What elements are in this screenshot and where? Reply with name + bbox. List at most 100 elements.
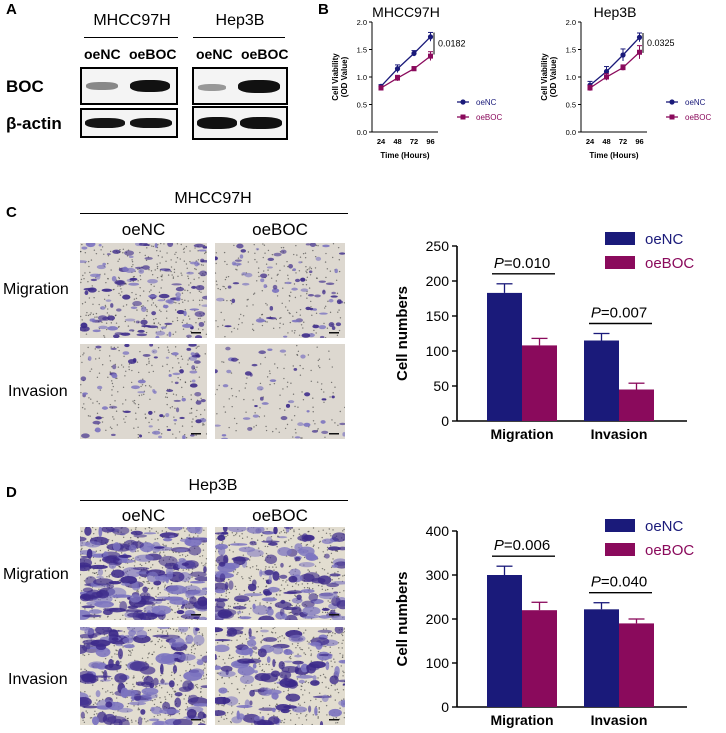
scale-bar: [191, 614, 201, 616]
panel-d-divider: [80, 500, 348, 501]
x-tick-label: Migration: [491, 426, 554, 442]
y-tick-label: 0.0: [566, 128, 576, 137]
panel-c-title: MHCC97H: [174, 190, 252, 207]
y-tick-label: 0: [441, 699, 449, 715]
legend-label: oeNC: [685, 98, 706, 107]
p-value-label: P=0.010: [494, 255, 550, 272]
y-tick-label: 400: [426, 523, 450, 539]
stained-cells-texture: [80, 627, 207, 725]
stained-cells-texture: [215, 243, 345, 338]
stained-cells-texture: [80, 527, 207, 620]
p-value-label: 0.0325: [647, 38, 675, 48]
bar-oeNC: [487, 292, 522, 421]
y-tick-label: 200: [426, 611, 450, 627]
x-tick-label: 72: [619, 137, 627, 146]
bar-oeBOC: [619, 623, 654, 707]
bar-oeBOC: [522, 345, 557, 421]
bar-oeBOC: [522, 610, 557, 707]
wb-title-mhcc97h: MHCC97H: [93, 12, 171, 29]
data-point-oeNC: [394, 66, 401, 72]
scale-bar: [329, 332, 339, 334]
y-tick-label: 1.0: [566, 73, 576, 82]
y-tick-label: 2.0: [357, 18, 367, 27]
p-value-label: P=0.007: [591, 305, 647, 322]
cell-number-chart-hep3b: 0 100 200 300 400 Cell numbers Migration P=0.00…: [394, 518, 694, 728]
x-tick-label: 48: [602, 137, 610, 146]
panel-d-row-migration: Migration: [3, 566, 69, 583]
y-axis-label: Cell Viability(OD Value): [540, 53, 558, 101]
legend-swatch: [605, 543, 635, 556]
y-tick-label: 250: [426, 238, 450, 254]
wb-lane-label: oeBOC: [129, 46, 177, 62]
y-tick-label: 1.5: [357, 46, 367, 55]
panel-label-a: A: [6, 1, 17, 18]
micrograph-c-invasion-oeboc: [215, 344, 345, 439]
panel-c-col-oenc: oeNC: [121, 220, 166, 239]
chart-title: Hep3B: [594, 4, 637, 20]
scale-bar: [191, 719, 201, 721]
panel-label-d: D: [6, 484, 17, 501]
x-tick-label: Migration: [491, 712, 554, 728]
legend-marker: [669, 99, 675, 105]
y-tick-label: 2.0: [566, 18, 576, 27]
micrograph-d-invasion-oenc: [80, 627, 207, 725]
series-line-oeBOC: [380, 55, 431, 89]
scale-bar: [329, 433, 339, 435]
micrograph-d-migration-oeboc: [215, 527, 345, 620]
legend-label: oeBOC: [476, 113, 502, 122]
panel-d-col-oeboc: oeBOC: [252, 506, 308, 525]
wb-divider-2: [193, 37, 285, 38]
x-tick-label: 96: [635, 137, 643, 146]
viability-chart-mhcc97h: MHCC97H 0.0 0.5 1.0 1.5 2.0 24 48 72 96 Time (Hour…: [331, 4, 502, 160]
x-axis-label: Time (Hours): [589, 151, 639, 160]
wb-lane-label: oeBOC: [241, 46, 289, 62]
panel-label-c: C: [6, 204, 17, 221]
bar-oeBOC: [619, 389, 654, 421]
y-tick-label: 100: [426, 343, 450, 359]
series-line-oeNC: [380, 36, 431, 87]
x-tick-label: 24: [586, 137, 595, 146]
wb-lane-label: oeNC: [196, 46, 233, 62]
data-point-oeBOC: [378, 85, 384, 91]
wb-blot-actin-mhcc97h: [80, 108, 178, 138]
stained-cells-texture: [80, 344, 207, 439]
p-value-label: P=0.006: [494, 537, 550, 554]
y-tick-label: 1.5: [566, 46, 576, 55]
bar-oeNC: [584, 609, 619, 707]
data-point-oeNC: [603, 68, 610, 75]
y-tick-label: 300: [426, 567, 450, 583]
micrograph-c-migration-oeboc: [215, 243, 345, 338]
y-axis-label: Cell numbers: [394, 286, 411, 381]
legend-marker: [669, 114, 675, 120]
y-tick-label: 0.5: [357, 101, 367, 110]
data-point-oeBOC: [411, 66, 417, 72]
p-value-label: P=0.040: [591, 574, 647, 591]
scale-bar: [329, 614, 339, 616]
y-axis-label: Cell Viability(OD Value): [331, 53, 349, 101]
data-point-oeNC: [411, 50, 417, 56]
panel-d-col-oenc: oeNC: [121, 506, 166, 525]
wb-blot-boc-mhcc97h: [80, 67, 178, 105]
panel-c-col-oeboc: oeBOC: [252, 220, 308, 239]
wb-divider-1: [84, 37, 178, 38]
panel-c-divider: [80, 213, 348, 214]
data-point-oeBOC: [587, 85, 593, 91]
series-line-oeNC: [589, 36, 640, 86]
stained-cells-texture: [215, 527, 345, 620]
legend-swatch: [605, 519, 635, 532]
micrograph-d-invasion-oeboc: [215, 627, 345, 725]
scale-bar: [191, 332, 201, 334]
wb-row-label-boc: BOC: [6, 77, 44, 96]
y-tick-label: 0: [441, 413, 449, 429]
y-tick-label: 150: [426, 308, 450, 324]
x-tick-label: 24: [377, 137, 386, 146]
y-axis-label: Cell numbers: [394, 571, 411, 666]
data-point-oeNC: [636, 34, 643, 41]
data-point-oeBOC: [604, 74, 609, 80]
panel-c-row-migration: Migration: [3, 281, 69, 298]
chart-title: MHCC97H: [372, 4, 440, 20]
micrograph-c-migration-oenc: [80, 243, 207, 338]
legend-swatch: [605, 256, 635, 269]
data-point-oeBOC: [395, 75, 400, 81]
panel-c-row-invasion: Invasion: [8, 383, 68, 400]
